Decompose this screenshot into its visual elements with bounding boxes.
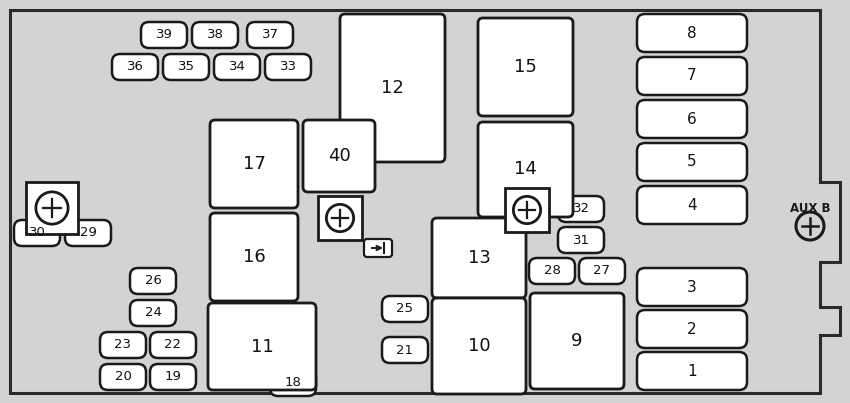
Text: 1: 1 [687,364,697,378]
Polygon shape [10,10,840,393]
FancyBboxPatch shape [150,364,196,390]
FancyBboxPatch shape [579,258,625,284]
Bar [505,188,549,232]
Text: 5: 5 [687,154,697,170]
FancyBboxPatch shape [637,14,747,52]
FancyBboxPatch shape [303,120,375,192]
FancyBboxPatch shape [637,310,747,348]
FancyBboxPatch shape [214,54,260,80]
Text: 29: 29 [80,226,96,239]
Text: 34: 34 [229,60,246,73]
Text: 27: 27 [593,264,610,278]
Text: 26: 26 [144,274,162,287]
FancyBboxPatch shape [100,332,146,358]
FancyBboxPatch shape [382,296,428,322]
Text: 23: 23 [115,339,132,351]
Text: 36: 36 [127,60,144,73]
Text: 30: 30 [29,226,45,239]
Text: 12: 12 [381,79,404,97]
Text: 25: 25 [396,303,413,316]
FancyBboxPatch shape [192,22,238,48]
Text: 28: 28 [543,264,560,278]
Text: 9: 9 [571,332,583,350]
Text: 3: 3 [687,280,697,295]
FancyBboxPatch shape [637,352,747,390]
Text: 31: 31 [573,233,590,247]
FancyBboxPatch shape [530,293,624,389]
FancyBboxPatch shape [637,100,747,138]
Text: 19: 19 [165,370,181,384]
FancyBboxPatch shape [208,303,316,390]
Text: 11: 11 [251,337,274,355]
FancyBboxPatch shape [432,298,526,394]
Text: AUX B: AUX B [790,202,830,214]
Text: 21: 21 [396,343,413,357]
FancyBboxPatch shape [247,22,293,48]
FancyBboxPatch shape [112,54,158,80]
Text: 32: 32 [573,202,590,216]
Text: 4: 4 [687,197,697,212]
FancyBboxPatch shape [130,268,176,294]
Text: 17: 17 [242,155,265,173]
FancyBboxPatch shape [130,300,176,326]
Text: 38: 38 [207,29,224,42]
FancyBboxPatch shape [637,186,747,224]
Text: 6: 6 [687,112,697,127]
Bar [318,196,362,240]
Text: 18: 18 [285,376,302,390]
Text: 33: 33 [280,60,297,73]
FancyBboxPatch shape [270,370,316,396]
FancyBboxPatch shape [210,213,298,301]
Text: 37: 37 [262,29,279,42]
FancyBboxPatch shape [210,120,298,208]
Text: 24: 24 [144,307,162,320]
FancyBboxPatch shape [382,337,428,363]
FancyBboxPatch shape [163,54,209,80]
FancyBboxPatch shape [478,18,573,116]
Text: Fuse-Box.info: Fuse-Box.info [445,275,594,341]
Text: 10: 10 [468,337,490,355]
Text: 13: 13 [468,249,490,267]
FancyBboxPatch shape [637,268,747,306]
FancyBboxPatch shape [637,143,747,181]
Text: 40: 40 [327,147,350,165]
FancyBboxPatch shape [65,220,111,246]
FancyBboxPatch shape [529,258,575,284]
Text: 8: 8 [687,25,697,40]
Text: 22: 22 [165,339,182,351]
Text: 35: 35 [178,60,195,73]
Text: 16: 16 [242,248,265,266]
FancyBboxPatch shape [150,332,196,358]
FancyBboxPatch shape [558,227,604,253]
Text: 39: 39 [156,29,173,42]
FancyBboxPatch shape [14,220,60,246]
Text: 14: 14 [514,160,537,179]
Text: 15: 15 [514,58,537,76]
Text: 7: 7 [687,69,697,83]
Bar [26,182,78,234]
FancyBboxPatch shape [558,196,604,222]
FancyBboxPatch shape [141,22,187,48]
FancyBboxPatch shape [478,122,573,217]
FancyBboxPatch shape [432,218,526,298]
FancyBboxPatch shape [364,239,392,257]
Text: 2: 2 [687,322,697,337]
FancyBboxPatch shape [265,54,311,80]
Text: 20: 20 [115,370,132,384]
FancyBboxPatch shape [340,14,445,162]
FancyBboxPatch shape [100,364,146,390]
FancyBboxPatch shape [637,57,747,95]
